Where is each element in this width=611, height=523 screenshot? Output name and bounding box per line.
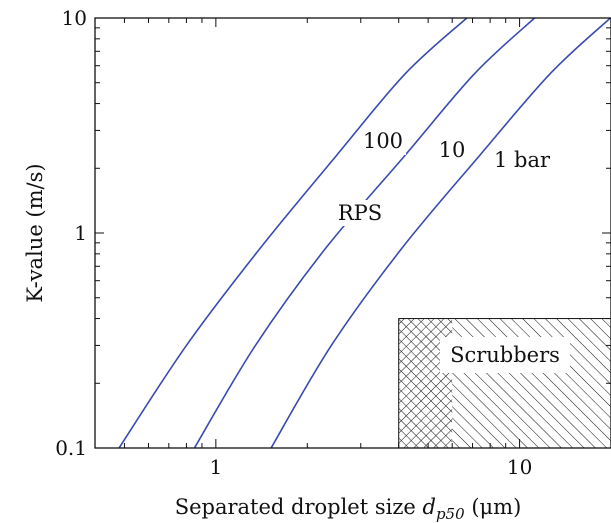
rps-label: RPS (338, 201, 382, 225)
annotations: 100 10 1 bar RPS (328, 129, 557, 226)
series-label-2: 10 (439, 138, 466, 162)
series-line-1 (118, 18, 468, 448)
series-line-3 (270, 18, 611, 448)
y-tick-label: 0.1 (55, 436, 87, 460)
series-label-bg-1 (360, 131, 406, 155)
y-tick-label: 10 (62, 6, 87, 30)
axis-tick-labels: 1 10 0.1 1 10 (55, 6, 532, 479)
x-tick-label: 1 (209, 455, 222, 479)
y-axis-title: K-value (m/s) (23, 163, 47, 302)
series-label-3: 1 bar (494, 148, 551, 172)
series-label-1: 100 (363, 129, 403, 153)
axis-ticks (94, 17, 611, 449)
series-label-bg-2 (435, 140, 469, 164)
series-label-bg-3 (487, 150, 557, 174)
x-axis-title: Separated droplet size dp50 (μm) (175, 495, 522, 523)
y-tick-label: 1 (74, 221, 87, 245)
rps-label-bg (328, 200, 390, 226)
x-tick-label: 10 (507, 455, 532, 479)
scrubbers-label-bg (440, 337, 570, 373)
scrubbers-region: Scrubbers (398, 318, 611, 449)
scrubbers-label: Scrubbers (450, 343, 560, 367)
